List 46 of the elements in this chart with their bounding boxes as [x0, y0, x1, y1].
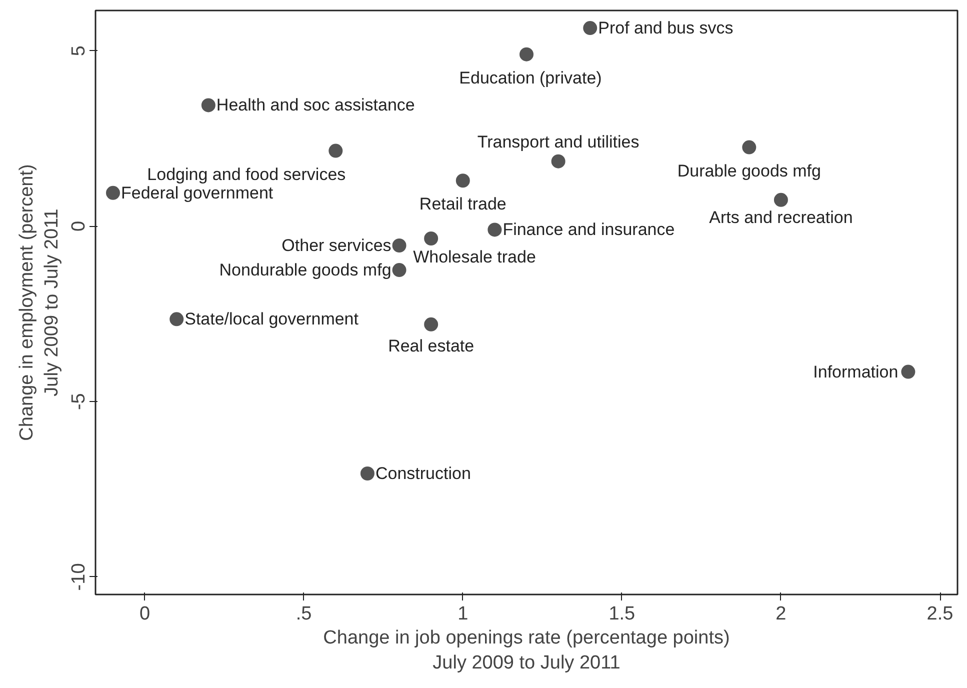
annotation: Lodging and food services [147, 164, 346, 184]
annotation: Nondurable goods mfg [219, 260, 392, 280]
point [392, 238, 406, 252]
point [774, 192, 788, 207]
x-tick-label: .5 [296, 604, 312, 624]
annotation: Other services [282, 236, 392, 256]
point [583, 21, 598, 36]
point [360, 466, 374, 480]
point [201, 98, 216, 112]
point [520, 47, 534, 62]
annotation: Retail trade [419, 194, 506, 214]
y-tick-label: 0 [68, 220, 90, 232]
x-tick-label: 1 [458, 604, 468, 624]
point [170, 312, 184, 326]
annotation: Prof and bus svcs [598, 18, 734, 38]
point [551, 154, 566, 168]
x-tick-label: 2.5 [926, 604, 954, 624]
annotation: Real estate [388, 336, 474, 356]
point [488, 222, 502, 237]
point [424, 317, 438, 332]
annotation: Finance and insurance [502, 220, 675, 240]
annotation: Wholesale trade [413, 247, 536, 266]
annotation: Information [813, 362, 898, 382]
y-tick-label: -10 [68, 563, 90, 591]
y-axis-title: Change in employment (percent) July 2009 to July 2011 [16, 164, 62, 441]
annotation: Construction [375, 464, 471, 483]
point [424, 232, 438, 246]
point [742, 140, 756, 154]
y-tick-label: -5 [68, 393, 90, 410]
x-tick-label: 1.5 [608, 604, 636, 624]
y-tick-label: 5 [68, 46, 90, 56]
annotation: Durable goods mfg [677, 161, 821, 180]
annotation: Health and soc assistance [216, 96, 415, 115]
annotation: State/local government [184, 310, 359, 329]
annotation: Transport and utilities [477, 132, 640, 152]
annotation: Federal government [120, 183, 274, 202]
point [106, 186, 120, 200]
annotation: Education (private) [459, 68, 602, 88]
point [392, 263, 406, 278]
point [456, 174, 470, 188]
x-tick-label: 0 [140, 604, 150, 624]
x-axis-title: Change in job openings rate (percentage points) July 2009 to July 2011 [323, 628, 730, 674]
annotation: Arts and recreation [709, 208, 853, 227]
x-tick-label: 2 [776, 604, 786, 624]
point [901, 364, 916, 379]
point [328, 144, 343, 158]
